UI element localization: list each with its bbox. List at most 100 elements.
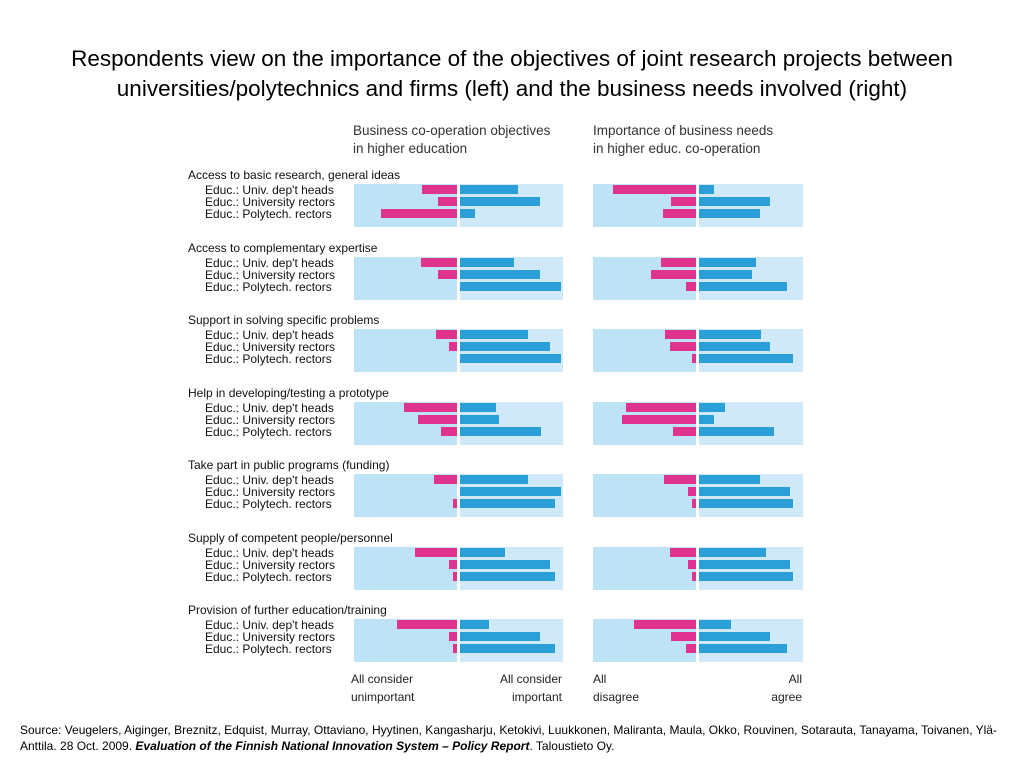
positive-bar — [699, 257, 756, 267]
negative-bar — [688, 559, 696, 569]
positive-bar — [699, 559, 790, 569]
positive-bar — [699, 547, 766, 557]
positive-bar — [460, 330, 528, 339]
positive-bar — [460, 620, 489, 629]
negative-bar — [436, 330, 457, 339]
right-axis-left-line1: All — [593, 672, 607, 686]
positive-bar — [460, 269, 540, 279]
right-axis-left-label: All disagree — [593, 670, 639, 706]
right-panel-zero-axis — [696, 474, 699, 517]
negative-bar — [670, 342, 696, 351]
chart-title: Respondents view on the importance of th… — [71, 46, 953, 101]
negative-bar — [670, 547, 696, 557]
negative-bar — [415, 547, 457, 557]
negative-bar — [453, 644, 457, 653]
positive-bar — [460, 414, 499, 424]
left-panel-zero-axis — [457, 474, 460, 517]
group-title: Support in solving specific problems — [188, 313, 380, 327]
right-panel-zero-axis — [696, 619, 699, 662]
group-title: Provision of further education/training — [188, 603, 387, 617]
series-label: Educ.: Polytech. rectors — [205, 424, 332, 439]
negative-bar — [665, 330, 696, 339]
left-panel-zero-axis — [457, 546, 460, 590]
right-panel — [593, 619, 803, 662]
negative-bar — [692, 499, 696, 508]
negative-bar — [626, 402, 696, 412]
negative-bar — [421, 257, 457, 267]
positive-bar — [699, 644, 787, 653]
right-axis-right-line2: agree — [771, 690, 802, 704]
group-title: Access to basic research, general ideas — [188, 168, 401, 182]
left-panel-heading-line2: in higher education — [353, 141, 468, 156]
positive-bar — [699, 414, 714, 424]
negative-bar — [441, 426, 457, 436]
negative-bar — [686, 281, 696, 291]
series-label: Educ.: Univ. dep't heads — [205, 473, 334, 487]
left-axis-right-line1: All consider — [499, 672, 562, 686]
left-axis-left-line2: unimportant — [351, 690, 415, 704]
positive-bar — [460, 475, 528, 484]
positive-bar — [460, 571, 555, 581]
series-label: Educ.: Polytech. rectors — [205, 207, 332, 221]
right-panel — [593, 256, 803, 300]
series-label: Educ.: University rectors — [205, 485, 336, 499]
negative-bar — [453, 571, 457, 581]
negative-bar — [418, 414, 457, 424]
series-label: Educ.: Polytech. rectors — [205, 352, 332, 366]
negative-bar — [686, 644, 696, 653]
source-suffix: . Taloustieto Oy. — [529, 739, 615, 753]
series-label: Educ.: Univ. dep't heads — [205, 183, 334, 197]
series-label: Educ.: Polytech. rectors — [205, 279, 332, 294]
right-axis-left-line2: disagree — [593, 690, 640, 704]
positive-bar — [460, 426, 541, 436]
negative-bar — [422, 185, 457, 194]
left-panel-heading-line1: Business co-operation objectives — [353, 123, 551, 138]
group-title: Help in developing/testing a prototype — [188, 385, 389, 400]
positive-bar — [699, 620, 731, 629]
positive-bar — [699, 197, 770, 206]
series-label: Educ.: Univ. dep't heads — [205, 255, 334, 270]
positive-bar — [460, 499, 555, 508]
group-title: Access to complementary expertise — [188, 240, 378, 255]
right-axis-right-line1: All — [788, 672, 802, 686]
positive-bar — [699, 281, 787, 291]
left-axis-right-label: All consider important — [462, 670, 562, 706]
negative-bar — [692, 571, 696, 581]
positive-bar — [460, 487, 561, 496]
group-title: Take part in public programs (funding) — [188, 458, 390, 472]
series-label: Educ.: University rectors — [205, 340, 336, 354]
left-panel-zero-axis — [457, 401, 460, 445]
left-panel-zero-axis — [457, 256, 460, 300]
right-panel-heading-line2: in higher educ. co-operation — [593, 141, 761, 156]
negative-bar — [453, 499, 457, 508]
positive-bar — [699, 342, 770, 351]
left-panel-zero-axis — [457, 184, 460, 227]
series-label: Educ.: Polytech. rectors — [205, 497, 332, 511]
series-label: Educ.: Univ. dep't heads — [205, 328, 334, 342]
positive-bar — [699, 330, 761, 339]
positive-bar — [699, 185, 714, 194]
series-label: Educ.: University rectors — [205, 630, 336, 644]
left-axis-left-label: All consider unimportant — [351, 670, 414, 706]
positive-bar — [699, 475, 760, 484]
positive-bar — [460, 559, 550, 569]
series-label: Educ.: Polytech. rectors — [205, 569, 332, 584]
source-citation: Source: Veugelers, Aiginger, Breznitz, E… — [20, 722, 1010, 754]
positive-bar — [460, 197, 540, 206]
negative-bar — [664, 475, 696, 484]
negative-bar — [671, 632, 696, 641]
negative-bar — [438, 197, 457, 206]
negative-bar — [661, 257, 696, 267]
right-panel-zero-axis — [696, 329, 699, 372]
negative-bar — [438, 269, 457, 279]
negative-bar — [663, 209, 696, 218]
right-panel-zero-axis — [696, 256, 699, 300]
negative-bar — [397, 620, 457, 629]
positive-bar — [460, 354, 561, 363]
negative-bar — [434, 475, 457, 484]
negative-bar — [404, 402, 457, 412]
left-axis-left-line1: All consider — [351, 672, 414, 686]
left-panel — [354, 619, 563, 662]
negative-bar — [449, 342, 457, 351]
positive-bar — [460, 342, 550, 351]
